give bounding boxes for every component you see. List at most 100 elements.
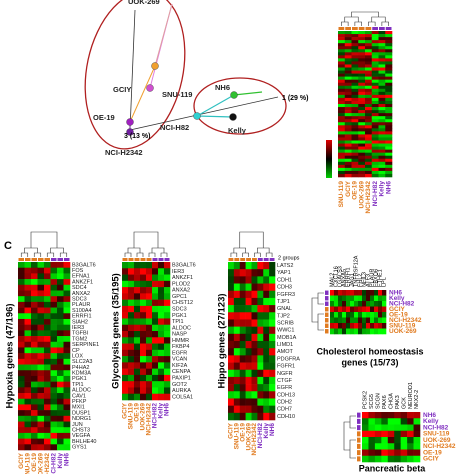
heatmap-cell bbox=[358, 306, 363, 313]
heatmap-cell bbox=[158, 343, 165, 351]
heatmap-cell bbox=[239, 398, 246, 406]
heatmap-cell bbox=[239, 276, 246, 284]
gene-label: CHST3 bbox=[72, 428, 90, 434]
heatmap-cell bbox=[128, 381, 135, 388]
heatmap-cell bbox=[374, 312, 379, 318]
heatmap-cell bbox=[374, 290, 379, 296]
heatmap-cell bbox=[334, 301, 339, 307]
group-marker bbox=[325, 290, 329, 295]
dendrogram bbox=[354, 21, 362, 26]
heatmap-cell bbox=[24, 341, 32, 348]
heatmap-cell bbox=[334, 317, 339, 324]
heatmap-cell bbox=[344, 70, 352, 74]
column-label: NH6 bbox=[385, 181, 392, 194]
heatmap-cell bbox=[385, 67, 393, 71]
heatmap-cell bbox=[365, 161, 373, 166]
heatmap-cell bbox=[365, 104, 373, 108]
heatmap-cell bbox=[122, 331, 129, 338]
heatmap-cell bbox=[164, 268, 171, 275]
heatmap-cell bbox=[354, 290, 359, 296]
heatmap-cell bbox=[385, 119, 393, 123]
heatmap-cell bbox=[378, 64, 386, 68]
heatmap-cell bbox=[31, 410, 38, 417]
heatmap-cell bbox=[245, 297, 252, 306]
heatmap-cell bbox=[50, 284, 58, 291]
heatmap-cell bbox=[371, 167, 379, 172]
gene-label: ANXA5 bbox=[341, 269, 347, 287]
gene-label: TJP2 bbox=[277, 313, 290, 319]
heatmap-cell bbox=[128, 293, 135, 300]
heatmap-cell bbox=[18, 398, 25, 405]
heatmap-cell bbox=[146, 343, 153, 351]
heatmap-cell bbox=[365, 31, 373, 35]
heatmap-cell bbox=[263, 297, 270, 306]
gene-label: PCSK2 bbox=[363, 391, 369, 409]
heatmap-cell bbox=[239, 269, 246, 277]
heatmap-cell bbox=[44, 262, 51, 268]
heatmap-cell bbox=[351, 82, 359, 87]
heatmap-cell bbox=[263, 405, 270, 414]
heatmap-cell bbox=[354, 295, 359, 302]
heatmap-cell bbox=[263, 326, 270, 335]
heatmap-cell bbox=[371, 94, 379, 99]
heatmap-cell bbox=[158, 287, 165, 294]
heatmap-cell bbox=[44, 387, 51, 394]
heatmap-cell bbox=[371, 140, 379, 144]
heatmap-cell bbox=[371, 125, 379, 129]
heatmap-cell bbox=[18, 353, 25, 360]
gene-label: PGK1 bbox=[72, 376, 87, 382]
heatmap-cell bbox=[50, 336, 58, 343]
heatmap-cell bbox=[400, 430, 408, 438]
heatmap-cell bbox=[122, 312, 129, 319]
heatmap-cell bbox=[24, 421, 32, 428]
heatmap-cell bbox=[338, 312, 343, 318]
heatmap-cell bbox=[269, 290, 276, 299]
group-marker bbox=[140, 258, 146, 261]
heatmap-cell bbox=[18, 381, 25, 388]
heatmap-cell bbox=[378, 170, 386, 175]
heatmap-cell bbox=[358, 290, 363, 296]
heatmap-cell bbox=[365, 58, 373, 62]
heatmap-cell bbox=[57, 387, 64, 394]
heatmap-cell bbox=[365, 49, 373, 53]
heatmap-title: Pancreatic beta bbox=[359, 463, 427, 473]
heatmap-cell bbox=[330, 295, 335, 302]
heatmap-cell bbox=[50, 375, 58, 382]
row-label: OE-19 bbox=[389, 311, 408, 318]
heatmap-cell bbox=[245, 305, 252, 313]
gene-label: WWC1 bbox=[277, 328, 294, 334]
heatmap-cell bbox=[344, 125, 352, 129]
heatmap-cell bbox=[269, 384, 276, 392]
heatmap-cell bbox=[358, 79, 366, 84]
heatmap-cell bbox=[152, 343, 159, 351]
heatmap-cell bbox=[239, 341, 246, 349]
heatmap-cell bbox=[63, 393, 71, 400]
heatmap-cell bbox=[344, 43, 352, 47]
heatmap-cell bbox=[385, 137, 393, 141]
heatmap-cell bbox=[37, 341, 45, 348]
gene-label: FOS bbox=[72, 268, 84, 274]
heatmap-cell bbox=[269, 283, 276, 292]
gene-label: CHST12 bbox=[172, 300, 193, 306]
heatmap-cell bbox=[31, 318, 38, 325]
heatmap-cell bbox=[134, 368, 141, 376]
heatmap-cell bbox=[164, 393, 171, 401]
heatmap-cell bbox=[351, 119, 359, 123]
heatmap-cell bbox=[358, 94, 366, 99]
heatmap-cell bbox=[344, 61, 352, 65]
heatmap-cell bbox=[24, 370, 32, 377]
heatmap-cell bbox=[146, 318, 153, 326]
dendrogram bbox=[242, 252, 249, 257]
gene-label: IER3 bbox=[172, 269, 184, 275]
heatmap-cell bbox=[374, 301, 379, 307]
heatmap-cell bbox=[146, 262, 153, 269]
heatmap-cell bbox=[358, 104, 366, 108]
heatmap-cell bbox=[263, 348, 270, 356]
heatmap-cell bbox=[57, 307, 64, 314]
heatmap-cell bbox=[365, 76, 373, 80]
heatmap-cell bbox=[344, 170, 352, 175]
heatmap-cell bbox=[338, 52, 346, 56]
heatmap-cell bbox=[128, 337, 135, 344]
heatmap-cell bbox=[18, 427, 25, 434]
gene-label: NKX2-2 bbox=[414, 390, 420, 409]
